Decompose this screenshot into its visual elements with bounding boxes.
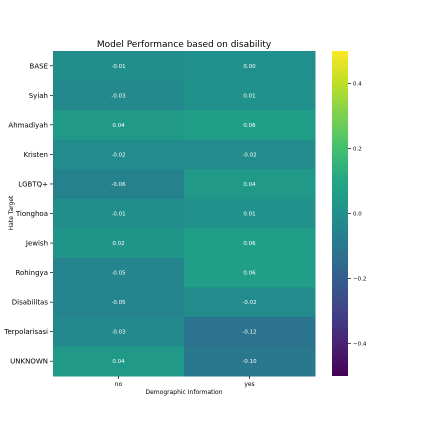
row-tick-label: UNKNOWN: [10, 358, 48, 366]
colorbar-tick-label: 0.2: [353, 147, 362, 153]
heatmap-cell: [184, 346, 316, 377]
colorbar-tick-label: 0.4: [353, 82, 362, 88]
cell-value-label: 0.01: [243, 212, 255, 218]
colorbar-gradient: [332, 51, 348, 376]
heatmap-cell: [53, 228, 185, 259]
cell-value-label: -0.01: [111, 64, 125, 70]
heatmap-cells: [53, 51, 316, 377]
cell-value-label: -0.06: [111, 182, 126, 188]
row-tick-label: Rohingya: [15, 269, 48, 277]
heatmap-cell: [53, 316, 185, 347]
cell-value-label: -0.03: [111, 93, 126, 99]
heatmap-cell: [184, 316, 316, 347]
cell-value-label: -0.05: [111, 271, 126, 277]
cell-value-label: 0.06: [243, 241, 256, 247]
row-tick-label: Kristen: [23, 151, 48, 159]
heatmap-cell: [184, 51, 316, 82]
chart-title: Model Performance based on disability: [97, 40, 272, 50]
cell-value-label: -0.12: [242, 330, 256, 336]
cell-value-label: 0.04: [243, 182, 256, 188]
row-tick-label: Ahmadiyah: [8, 121, 48, 129]
cell-value-label: -0.03: [111, 330, 126, 336]
cell-value-label: -0.02: [242, 152, 256, 158]
colorbar-tick-label: −0.4: [353, 342, 367, 348]
heatmap-cell: [53, 346, 185, 377]
heatmap-cell: [53, 110, 185, 141]
heatmap-cell: [184, 198, 316, 229]
colorbar: 0.4 0.2 0.0 −0.2 −0.4: [332, 51, 367, 376]
heatmap-cell: [184, 169, 316, 200]
cell-value-label: -0.10: [242, 359, 257, 365]
row-tick-label: Disabilitas: [12, 299, 49, 307]
heatmap-cell: [184, 287, 316, 318]
cell-value-label: -0.02: [242, 300, 256, 306]
cell-value-label: -0.02: [111, 152, 125, 158]
cell-value-label: -0.05: [111, 300, 126, 306]
row-tick-label: Tionghoa: [15, 210, 48, 218]
heatmap-cell: [53, 198, 185, 229]
heatmap-cell: [53, 51, 185, 82]
row-tick-label: LGBTQ+: [18, 180, 48, 188]
column-tick-label: no: [115, 381, 123, 388]
cell-value-label: 0.06: [243, 123, 256, 129]
row-tick-label: Syiah: [29, 92, 48, 100]
row-tick-label: Jewish: [25, 240, 48, 248]
heatmap-cell: [184, 257, 316, 288]
x-axis-label: Demographic Information: [146, 389, 223, 396]
heatmap-cell: [184, 228, 316, 259]
row-tick-label: Terpolarisasi: [3, 328, 48, 336]
heatmap-cell: [184, 80, 316, 111]
colorbar-tick-label: 0.0: [353, 212, 362, 218]
cell-value-label: 0.06: [243, 271, 256, 277]
column-tick-labels: no yes: [115, 376, 255, 388]
cell-value-label: 0.04: [112, 123, 125, 129]
cell-value-label: 0.01: [243, 93, 255, 99]
heatmap-cell: [53, 80, 185, 111]
heatmap-cell: [184, 139, 316, 170]
cell-value-label: -0.01: [111, 212, 125, 218]
row-tick-labels: BASE Syiah Ahmadiyah Kristen LGBTQ+ Tionghoa J…: [3, 62, 53, 366]
colorbar-tick-label: −0.2: [353, 277, 366, 283]
cell-value-label: 0.00: [243, 64, 256, 70]
heatmap-cell: [53, 257, 185, 288]
row-tick-label: BASE: [30, 62, 48, 70]
cell-value-label: 0.04: [112, 359, 125, 365]
column-tick-label: yes: [244, 381, 254, 388]
y-axis-label: Hate Target: [8, 195, 15, 230]
cell-value-label: 0.02: [112, 241, 124, 247]
heatmap-cell: [53, 139, 185, 170]
heatmap-cell: [53, 287, 185, 318]
heatmap-cell-labels: -0.01 0.00 -0.03 0.01 0.04 0.06 -0.02 -0.02 -0.0…: [111, 64, 257, 365]
heatmap-cell: [53, 169, 185, 200]
heatmap-cell: [184, 110, 316, 141]
